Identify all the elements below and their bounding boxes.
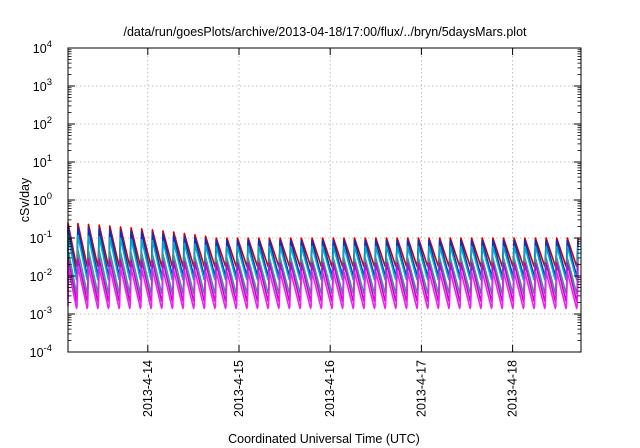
x-tick-label: 2013-4-14 [141,360,155,417]
y-tick-label: 10-3 [30,305,52,322]
x-tick-label: 2013-4-15 [232,360,246,417]
y-tick-label: 101 [33,153,52,170]
y-tick-label: 10-2 [30,267,52,284]
x-tick-label: 2013-4-17 [414,360,428,417]
y-tick-label: 103 [33,77,52,94]
y-tick-label: 10-4 [30,343,52,360]
x-tick-label: 2013-4-18 [506,360,520,417]
y-tick-labels: 104 103 102 101 100 10-1 10-2 10-3 10-4 [30,39,52,360]
x-tick-label: 2013-4-16 [323,360,337,417]
series-line-5 [67,265,579,310]
chart-title: /data/run/goesPlots/archive/2013-04-18/1… [123,25,527,39]
series-group [67,222,579,310]
x-axis-label: Coordinated Universal Time (UTC) [228,432,420,446]
y-tick-label: 102 [33,115,52,132]
axis-ticks [68,47,581,353]
y-axis-label: cSv/day [18,177,32,222]
grid [68,48,581,352]
y-tick-label: 104 [33,39,52,56]
y-tick-label: 10-1 [30,229,52,246]
x-tick-labels: 2013-4-14 2013-4-15 2013-4-16 2013-4-17 2013… [141,360,520,417]
y-tick-label: 100 [33,191,52,208]
